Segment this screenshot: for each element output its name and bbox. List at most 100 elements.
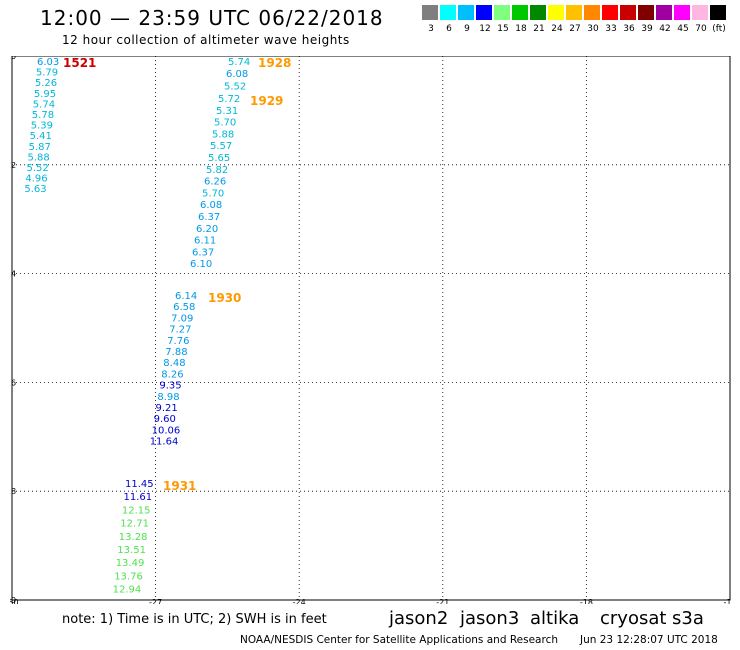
pass-number-label: 1929 xyxy=(250,94,283,108)
wave-height-value: 5.95 xyxy=(34,89,56,100)
pass-number-label: 1930 xyxy=(208,291,241,305)
wave-height-value: 6.03 xyxy=(37,57,59,68)
scale-label: 21 xyxy=(533,24,545,34)
wave-height-value: 5.78 xyxy=(32,110,54,121)
wave-height-value: 7.88 xyxy=(165,347,187,358)
wave-height-value: 8.98 xyxy=(157,392,179,403)
wave-height-value: 9.60 xyxy=(154,414,176,425)
scale-label: 27 xyxy=(569,24,581,34)
wave-height-value: 6.26 xyxy=(204,177,226,188)
wave-height-value: 5.63 xyxy=(24,184,46,195)
wave-height-value: 10.06 xyxy=(152,425,181,436)
wave-height-value: 5.74 xyxy=(228,57,250,68)
x-tick-label: -15 xyxy=(723,598,732,604)
y-tick-label: -20 xyxy=(10,56,16,61)
pass-number-label: 1931 xyxy=(163,479,196,493)
wave-height-value: 6.58 xyxy=(173,302,195,313)
wave-height-value: 5.87 xyxy=(29,142,51,153)
scale-label: 18 xyxy=(515,24,527,34)
scale-swatch xyxy=(476,5,492,20)
wave-height-value: 6.37 xyxy=(198,212,220,223)
scale-label: 42 xyxy=(659,24,671,34)
scale-swatch xyxy=(656,5,672,20)
wave-height-value: 13.51 xyxy=(117,545,146,556)
wave-height-map: -30-27-24-21-18-15-20-22-24-26-28-301521… xyxy=(10,56,732,604)
scale-label: 15 xyxy=(497,24,509,34)
wave-height-value: 5.26 xyxy=(35,78,57,89)
wave-height-value: 13.76 xyxy=(114,571,143,582)
scale-swatch xyxy=(422,5,438,20)
wave-height-value: 5.88 xyxy=(28,152,50,163)
sat-cryosat: cryosat xyxy=(600,608,667,629)
footer-source: NOAA/NESDIS Center for Satellite Applica… xyxy=(240,634,558,646)
page-subtitle: 12 hour collection of altimeter wave hei… xyxy=(62,33,350,47)
wave-height-value: 7.27 xyxy=(169,325,191,336)
scale-label: 12 xyxy=(479,24,491,34)
wave-height-value: 6.20 xyxy=(196,224,218,235)
scale-swatch xyxy=(530,5,546,20)
wave-height-value: 5.41 xyxy=(30,131,52,142)
wave-height-value: 5.72 xyxy=(218,94,240,105)
wave-height-value: 5.88 xyxy=(212,129,234,140)
wave-height-value: 6.08 xyxy=(200,200,222,211)
x-tick-label: -30 xyxy=(10,598,19,604)
scale-label: 39 xyxy=(641,24,653,34)
wave-height-value: 4.96 xyxy=(25,174,47,185)
wave-height-value: 8.48 xyxy=(163,358,185,369)
wave-height-value: 9.35 xyxy=(159,381,181,392)
scale-label: 45 xyxy=(677,24,689,34)
pass-number-label: 1928 xyxy=(258,56,291,70)
map-frame xyxy=(11,56,731,601)
scale-label: 9 xyxy=(464,24,470,34)
y-tick-label: -30 xyxy=(10,596,16,604)
scale-swatch xyxy=(548,5,564,20)
wave-height-value: 11.61 xyxy=(124,492,153,503)
wave-height-value: 5.79 xyxy=(36,68,58,79)
wave-height-value: 6.14 xyxy=(175,291,197,302)
sat-s3a: s3a xyxy=(672,608,704,629)
y-tick-label: -24 xyxy=(10,270,16,279)
wave-height-value: 9.21 xyxy=(156,403,178,414)
x-tick-label: -24 xyxy=(293,598,306,604)
wave-height-value: 11.45 xyxy=(125,479,154,490)
x-tick-label: -21 xyxy=(436,598,449,604)
scale-label: (ft) xyxy=(712,24,726,34)
scale-label: 24 xyxy=(551,24,563,34)
scale-swatch xyxy=(458,5,474,20)
wave-height-value: 5.57 xyxy=(210,141,232,152)
scale-label: 3 xyxy=(428,24,434,34)
sat-jason2: jason2 xyxy=(389,608,449,629)
y-tick-label: -22 xyxy=(10,161,16,170)
scale-label: 33 xyxy=(605,24,617,34)
wave-height-value: 5.82 xyxy=(206,165,228,176)
wave-height-value: 12.71 xyxy=(120,519,149,530)
wave-height-value: 13.28 xyxy=(119,532,148,543)
scale-swatch xyxy=(710,5,726,20)
x-tick-label: -27 xyxy=(149,598,162,604)
scale-swatch xyxy=(620,5,636,20)
sat-jason3: jason3 xyxy=(460,608,520,629)
scale-swatch xyxy=(674,5,690,20)
wave-height-value: 13.49 xyxy=(116,558,145,569)
wave-height-value: 12.15 xyxy=(122,505,151,516)
wave-height-value: 6.10 xyxy=(190,259,212,270)
scale-swatch xyxy=(692,5,708,20)
scale-label: 36 xyxy=(623,24,635,34)
scale-label: 6 xyxy=(446,24,452,34)
scale-swatch xyxy=(584,5,600,20)
page-title: 12:00 — 23:59 UTC 06/22/2018 xyxy=(40,6,384,30)
scale-label: 70 xyxy=(695,24,707,34)
wave-height-value: 12.94 xyxy=(113,585,142,596)
note-text: note: 1) Time is in UTC; 2) SWH is in fe… xyxy=(62,612,327,627)
pass-number-label: 1521 xyxy=(63,56,96,70)
x-tick-label: -18 xyxy=(580,598,593,604)
scale-swatch xyxy=(512,5,528,20)
sat-altika: altika xyxy=(530,608,580,629)
wave-height-value: 5.65 xyxy=(208,153,230,164)
wave-height-value: 7.09 xyxy=(171,313,193,324)
wave-height-value: 11.64 xyxy=(150,437,179,448)
wave-height-value: 5.52 xyxy=(27,163,49,174)
scale-label: 30 xyxy=(587,24,599,34)
y-tick-label: -28 xyxy=(10,487,16,496)
y-tick-label: -26 xyxy=(10,378,16,387)
